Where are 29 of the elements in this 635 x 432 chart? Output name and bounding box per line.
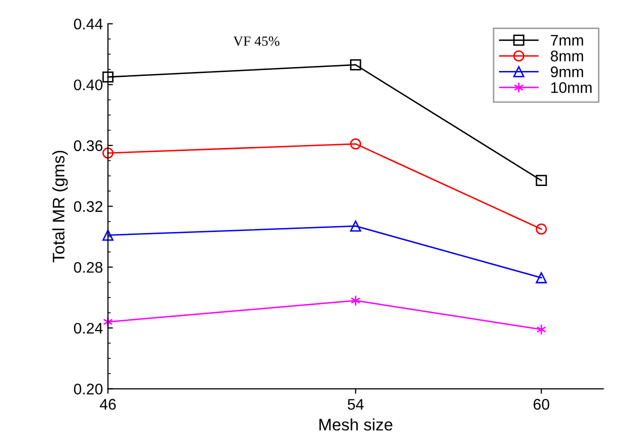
legend-label: 7mm <box>550 35 584 46</box>
x-tick-label: 60 <box>534 398 550 410</box>
y-tick-label: 0.28 <box>74 262 102 273</box>
point <box>102 147 114 159</box>
y-tick-label: 0.44 <box>74 18 103 30</box>
y-axis-title: Total MR (gms) <box>52 150 68 262</box>
point <box>536 224 547 235</box>
x-tick-label: 54 <box>348 399 364 410</box>
point <box>103 316 113 328</box>
point <box>350 220 362 232</box>
legend-label: 10mm <box>551 82 592 93</box>
point <box>102 230 114 241</box>
y-tick-label: 0.20 <box>74 384 102 394</box>
x-tick-label: 46 <box>100 398 116 410</box>
point <box>350 295 361 306</box>
point <box>536 272 547 284</box>
legend-label: 8mm <box>550 50 584 62</box>
annotation: VF 45% <box>233 36 280 46</box>
legend-label: 9mm <box>550 66 584 78</box>
point <box>350 138 362 150</box>
y-tick-label: 0.40 <box>74 79 102 90</box>
point <box>102 71 114 83</box>
x-axis-title: Mesh size <box>319 418 392 431</box>
point <box>536 174 547 186</box>
y-tick-label: 0.24 <box>74 322 103 334</box>
point <box>536 324 546 336</box>
y-tick-label: 0.36 <box>74 140 102 152</box>
y-tick-label: 0.32 <box>74 201 102 212</box>
point <box>350 59 362 70</box>
